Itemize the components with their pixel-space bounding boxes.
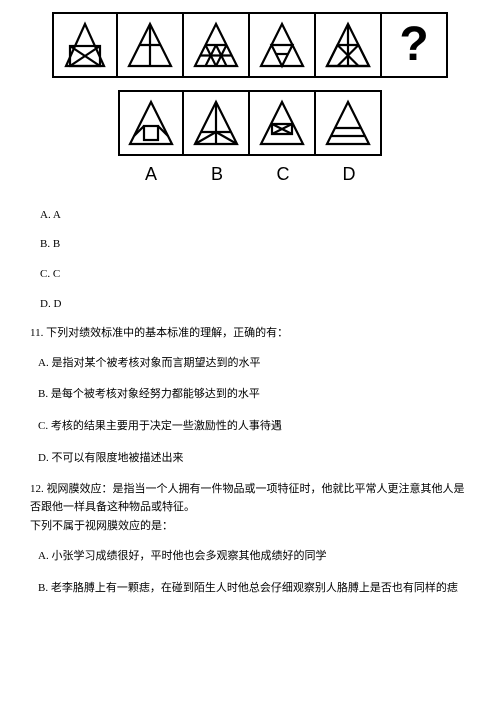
answer-c: C. C — [40, 266, 472, 284]
answer-b: B. B — [40, 236, 472, 254]
seq-cell-4 — [250, 12, 316, 78]
figure-answer-options: A. A B. B C. C D. D — [40, 207, 472, 313]
question-11: 11. 下列对绩效标准中的基本标准的理解，正确的有： A. 是指对某个被考核对象… — [28, 325, 472, 467]
q12-stem-1: 12. 视网膜效应：是指当一个人拥有一件物品或一项特征时，他就比平常人更注意其他… — [30, 481, 472, 516]
label-b: B — [184, 160, 250, 189]
opt-cell-a — [118, 90, 184, 156]
q11-opt-b: B. 是每个被考核对象经努力都能够达到的水平 — [38, 386, 472, 404]
question-12: 12. 视网膜效应：是指当一个人拥有一件物品或一项特征时，他就比平常人更注意其他… — [28, 481, 472, 597]
q11-opt-c: C. 考核的结果主要用于决定一些激励性的人事待遇 — [38, 418, 472, 436]
question-mark-icon: ? — [399, 21, 428, 69]
options-row — [28, 90, 472, 156]
sequence-row: ? — [28, 12, 472, 78]
q12-stem-2: 下列不属于视网膜效应的是： — [30, 518, 472, 536]
q12-opt-a: A. 小张学习成绩很好，平时他也会多观察其他成绩好的同学 — [38, 548, 472, 566]
opt-cell-d — [316, 90, 382, 156]
puzzle-figure: ? — [28, 12, 472, 189]
seq-cell-question: ? — [382, 12, 448, 78]
label-a: A — [118, 160, 184, 189]
q11-stem: 11. 下列对绩效标准中的基本标准的理解，正确的有： — [30, 325, 472, 343]
label-c: C — [250, 160, 316, 189]
q11-opt-a: A. 是指对某个被考核对象而言期望达到的水平 — [38, 355, 472, 373]
q11-opt-d: D. 不可以有限度地被描述出来 — [38, 450, 472, 468]
seq-cell-3 — [184, 12, 250, 78]
q12-opt-b: B. 老李胳膊上有一颗痣，在碰到陌生人时他总会仔细观察别人胳膊上是否也有同样的痣 — [38, 580, 472, 598]
seq-cell-2 — [118, 12, 184, 78]
opt-cell-b — [184, 90, 250, 156]
option-labels: A B C D — [28, 160, 472, 189]
opt-cell-c — [250, 90, 316, 156]
seq-cell-1 — [52, 12, 118, 78]
answer-d: D. D — [40, 296, 472, 314]
label-d: D — [316, 160, 382, 189]
answer-a: A. A — [40, 207, 472, 225]
seq-cell-5 — [316, 12, 382, 78]
